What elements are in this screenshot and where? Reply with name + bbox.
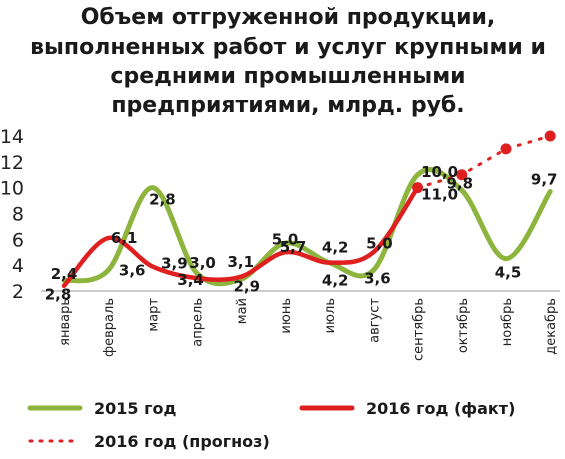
data-label: 3,9: [161, 254, 188, 272]
y-tick-label: 14: [0, 126, 24, 148]
data-label: 11,0: [421, 186, 458, 204]
data-label: 10,0: [421, 163, 458, 181]
title-line-3: средними промышленными: [110, 64, 465, 89]
y-tick-label: 2: [12, 281, 24, 303]
x-tick-label: декабрь: [544, 298, 559, 355]
legend: 2015 год 2016 год (факт) 2016 год (прогноз…: [27, 399, 515, 451]
data-label: 4,5: [495, 264, 522, 282]
data-label: 9,7: [531, 171, 558, 189]
chart-title: Объем отгруженной продукции, выполненных …: [30, 5, 546, 118]
x-tick-label: январь: [58, 298, 73, 346]
y-tick-label: 6: [12, 229, 24, 251]
legend-label: 2016 год (факт): [366, 399, 515, 418]
x-axis: январь февраль март апрель май июнь июль август…: [58, 298, 559, 361]
y-tick-label: 10: [0, 178, 24, 200]
data-label: 3,6: [364, 269, 391, 287]
x-tick-label: февраль: [102, 298, 117, 357]
series-layer: [61, 130, 556, 289]
x-tick-label: август: [367, 298, 382, 343]
data-label: 5,0: [366, 234, 393, 252]
data-label: 2,8: [45, 286, 72, 304]
data-label: 2,9: [234, 277, 261, 295]
data-label: 9,8: [447, 174, 474, 192]
x-tick-label: май: [235, 298, 250, 324]
x-tick-label: июль: [323, 298, 338, 333]
x-tick-label: ноябрь: [500, 298, 515, 346]
y-axis: 2 4 6 8 10 12 14: [0, 126, 560, 303]
data-label: 3,6: [119, 261, 146, 279]
x-tick-label: июнь: [279, 298, 294, 334]
y-tick-label: 12: [0, 152, 24, 174]
data-labels: 2,42,86,13,62,83,9 3,03,43,12,95,05,7 4,24…: [45, 163, 558, 304]
title-line-1: Объем отгруженной продукции,: [81, 5, 496, 30]
data-label: 3,1: [228, 253, 255, 271]
y-tick-label: 8: [12, 204, 24, 226]
data-label: 5,0: [272, 230, 299, 248]
legend-label: 2016 год (прогноз): [94, 432, 270, 451]
data-label: 2,4: [51, 265, 78, 283]
data-label: 2,8: [149, 191, 176, 209]
forecast-point: [412, 182, 424, 194]
data-label: 3,4: [177, 271, 204, 289]
forecast-point: [500, 143, 512, 155]
x-tick-label: апрель: [191, 298, 206, 347]
legend-label: 2015 год: [94, 399, 176, 418]
forecast-point: [544, 130, 556, 142]
data-label: 4,2: [322, 272, 349, 290]
data-label: 6,1: [111, 229, 138, 247]
data-label: 4,2: [322, 239, 349, 257]
series-line-2016-fact: [61, 185, 420, 289]
series-line-2015: [61, 167, 553, 287]
series-line-forecast: [416, 134, 552, 190]
y-tick-label: 4: [12, 255, 24, 277]
data-label: 3,0: [189, 254, 216, 272]
title-line-4: предприятиями, млрд. руб.: [111, 93, 464, 118]
x-tick-label: октябрь: [456, 298, 471, 353]
title-line-2: выполненных работ и услуг крупными и: [30, 35, 546, 60]
x-tick-label: сентябрь: [412, 298, 427, 361]
data-label: 5,7: [280, 238, 307, 256]
forecast-point: [456, 169, 468, 181]
x-tick-label: март: [146, 298, 161, 332]
